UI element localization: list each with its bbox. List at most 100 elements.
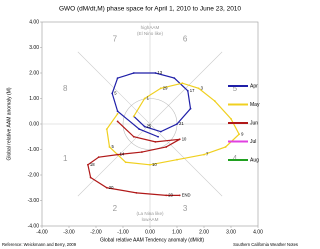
y-tick-label: 0.00	[29, 121, 39, 127]
series-point	[132, 72, 135, 74]
x-tick-label: -2.00	[90, 229, 102, 235]
point-label: 5	[114, 91, 117, 96]
point-label: 7	[206, 152, 209, 157]
series-point	[176, 123, 178, 125]
legend-label: May	[250, 102, 260, 108]
phase-label: 7	[113, 34, 118, 43]
series-line	[111, 72, 192, 138]
series-point	[189, 107, 192, 110]
series-point	[105, 128, 108, 131]
series-point	[154, 140, 157, 143]
point-label: 20	[109, 185, 114, 190]
phase-label: 2	[113, 204, 118, 213]
series-line	[87, 121, 180, 196]
legend-label: Aug	[250, 157, 259, 163]
series-point	[143, 125, 146, 128]
series-point	[173, 77, 176, 79]
series-point	[181, 82, 184, 85]
series-point	[116, 110, 119, 113]
series-point	[132, 115, 135, 118]
series-point	[154, 72, 157, 74]
series-point	[178, 138, 181, 141]
x-tick-label: 2.00	[199, 229, 209, 235]
source: Southern California Weather Notes	[233, 242, 298, 247]
series-point	[238, 133, 241, 136]
series-point	[178, 194, 181, 197]
series-point	[213, 100, 216, 102]
legend-label: Jul	[250, 139, 256, 145]
series-point	[176, 158, 178, 161]
point-label: 29	[163, 85, 168, 90]
series-point	[224, 146, 227, 148]
y-tick-label: -2.00	[28, 172, 40, 178]
series-point	[159, 87, 162, 90]
x-tick-label: 4.00	[253, 229, 263, 235]
y-tick-label: 1.00	[29, 96, 39, 102]
point-label: 21	[179, 121, 184, 126]
x-tick-label: -1.00	[117, 229, 129, 235]
series-point	[165, 194, 168, 197]
x-tick-label: 1.00	[172, 229, 182, 235]
reference: Reference: Weickmann and Berry, 2009	[2, 242, 77, 247]
series-point	[157, 135, 160, 138]
series-point	[111, 92, 114, 95]
y-tick-label: -4.00	[28, 223, 40, 229]
series-point	[149, 163, 151, 166]
series-point	[89, 176, 92, 179]
point-label: 10	[182, 136, 187, 141]
point-label: 9	[241, 131, 244, 136]
series-point	[108, 146, 111, 148]
y-tick-label: 2.00	[29, 70, 39, 76]
point-label: 18	[90, 162, 95, 167]
phase-label: 8	[63, 84, 68, 93]
series-point	[197, 87, 200, 90]
point-label: 17	[190, 88, 195, 93]
series-point	[116, 153, 119, 156]
y-tick-label: 3.00	[29, 45, 39, 51]
series-point	[132, 135, 135, 138]
x-tick-label: -4.00	[36, 229, 48, 235]
series-point	[116, 112, 119, 115]
x-tick-label: 0.00	[145, 229, 155, 235]
series-point	[116, 120, 119, 123]
point-label: 25	[147, 124, 152, 129]
series-point	[138, 128, 141, 131]
series-point	[135, 191, 138, 194]
phase-label: 5	[233, 84, 238, 93]
y-tick-label: 4.00	[29, 19, 39, 25]
point-label: 3	[201, 85, 204, 90]
point-label: END	[182, 193, 191, 198]
series-point	[143, 97, 146, 100]
phase-label: 6	[183, 34, 188, 43]
chart-title: GWO (dM/dt,M) phase space for April 1, 2…	[59, 6, 241, 13]
series-point	[141, 151, 143, 153]
point-label: 23	[168, 193, 173, 198]
y-tick-label: -3.00	[28, 198, 40, 204]
series-point	[97, 156, 100, 159]
point-label: 13	[157, 70, 162, 75]
x-tick-label: -3.00	[63, 229, 75, 235]
regime-label: highAAM	[141, 25, 160, 30]
phase-label: 3	[183, 204, 188, 213]
legend-label: Jun	[250, 120, 258, 126]
chart: GWO (dM/dt,M) phase space for April 1, 2…	[2, 5, 298, 248]
series-point	[159, 130, 162, 133]
series-point	[124, 161, 127, 164]
y-axis-label: Global relative AAM anomaly (M)	[6, 87, 12, 160]
series-point	[116, 77, 119, 79]
point-label: 14	[120, 152, 125, 157]
regime-label: (La Nina like)	[136, 211, 164, 216]
series-point	[203, 153, 205, 156]
series-point	[186, 89, 189, 92]
series-point	[105, 186, 108, 189]
x-axis-label: Global relative AAM Tendency anomaly (dM…	[100, 237, 204, 243]
point-label: 1	[147, 96, 150, 101]
phase-label: 4	[233, 154, 238, 163]
regime-label: lowAAM	[142, 217, 159, 222]
phase-label: 1	[63, 154, 68, 163]
x-tick-label: 3.00	[226, 229, 236, 235]
series-point	[165, 146, 168, 148]
y-tick-label: -1.00	[28, 147, 40, 153]
series-point	[87, 163, 89, 166]
regime-label: (El Nino like)	[137, 31, 164, 36]
